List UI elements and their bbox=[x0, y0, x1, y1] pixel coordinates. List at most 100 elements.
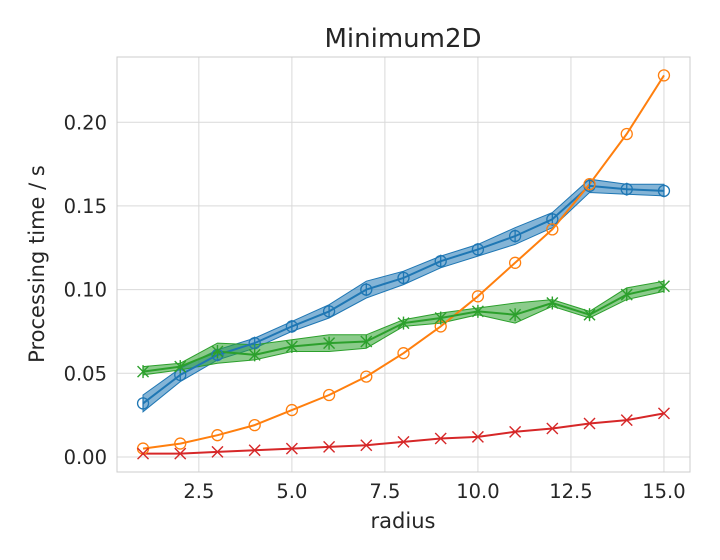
series-4-point bbox=[397, 435, 410, 448]
series-3-point bbox=[620, 288, 633, 302]
point-stroke bbox=[583, 417, 596, 430]
series-2-point bbox=[620, 127, 633, 141]
y-tick-label: 0.15 bbox=[64, 195, 107, 218]
series-4-point bbox=[620, 414, 633, 427]
point-stroke bbox=[211, 445, 224, 458]
series-2-point bbox=[211, 429, 224, 442]
series-3-point bbox=[248, 348, 261, 362]
series-2-point bbox=[657, 69, 671, 82]
point-circle bbox=[397, 347, 410, 360]
point-stroke bbox=[434, 432, 447, 445]
series-markers bbox=[136, 69, 671, 460]
y-tick-label: 0.00 bbox=[64, 446, 107, 469]
x-tick-label: 12.5 bbox=[549, 480, 592, 503]
y-tick-label: 0.20 bbox=[64, 111, 107, 134]
chart-title: Minimum2D bbox=[324, 24, 481, 54]
series-3-point bbox=[471, 304, 484, 318]
x-tick-label: 2.5 bbox=[183, 480, 214, 503]
series-4-point bbox=[248, 444, 261, 457]
x-tick-labels: 2.5 5.0 7.5 10.0 12.5 15.0 bbox=[183, 480, 685, 503]
point-circle bbox=[471, 290, 485, 303]
point-circle bbox=[322, 388, 336, 402]
point-stroke bbox=[360, 439, 373, 452]
y-tick-label: 0.05 bbox=[64, 362, 107, 385]
point-circle bbox=[508, 256, 522, 269]
series-1-point bbox=[397, 271, 410, 285]
point-circle bbox=[583, 178, 596, 191]
series-4-point bbox=[434, 432, 447, 445]
series-1-point bbox=[620, 182, 633, 196]
series-2-line bbox=[142, 74, 665, 450]
series-3-point bbox=[323, 336, 336, 350]
series-4-point bbox=[509, 425, 522, 438]
y-axis-label: Processing time / s bbox=[25, 165, 49, 363]
series-2-point bbox=[360, 370, 373, 383]
series-4-point bbox=[211, 445, 224, 458]
series-3-point bbox=[434, 311, 447, 325]
series-1-point bbox=[657, 184, 671, 198]
point-stroke bbox=[323, 440, 336, 453]
series-4-point bbox=[323, 440, 336, 453]
x-tick-label: 5.0 bbox=[276, 480, 307, 503]
point-stroke bbox=[546, 422, 559, 435]
x-tick-label: 10.0 bbox=[456, 480, 499, 503]
series-2-point bbox=[397, 347, 410, 360]
x-axis-label: radius bbox=[371, 509, 436, 533]
series-4-point bbox=[471, 430, 484, 443]
point-stroke bbox=[285, 442, 298, 455]
point-stroke bbox=[137, 447, 150, 460]
series-2-point bbox=[322, 388, 336, 402]
series-1-point bbox=[471, 242, 485, 256]
series-2-point bbox=[174, 437, 187, 450]
series-1-point bbox=[434, 254, 447, 268]
series-3-point bbox=[360, 334, 373, 348]
point-circle bbox=[546, 223, 559, 236]
point-stroke bbox=[509, 425, 522, 438]
point-circle bbox=[620, 127, 633, 141]
series-2-point bbox=[471, 290, 485, 303]
grid-lines bbox=[117, 57, 690, 472]
series-4-point bbox=[546, 422, 559, 435]
point-circle bbox=[174, 437, 187, 450]
series-3-point bbox=[137, 365, 150, 379]
point-circle bbox=[360, 370, 373, 383]
point-circle bbox=[248, 418, 261, 432]
series-2-point bbox=[546, 223, 559, 236]
series-3-point bbox=[509, 308, 522, 322]
series-1-point bbox=[136, 396, 150, 410]
series-4-point bbox=[137, 447, 150, 460]
series-4-point bbox=[657, 407, 670, 420]
series-3-point bbox=[546, 296, 559, 310]
series-2-point bbox=[248, 418, 261, 432]
point-stroke bbox=[248, 444, 261, 457]
y-tick-label: 0.10 bbox=[64, 279, 107, 302]
series-3-point bbox=[657, 279, 670, 293]
series-3-point bbox=[397, 316, 410, 330]
y-tick-labels: 0.00 0.05 0.10 0.15 0.20 bbox=[64, 111, 107, 469]
series-2-point bbox=[508, 256, 522, 269]
x-tick-label: 7.5 bbox=[369, 480, 400, 503]
series-1-point bbox=[508, 229, 522, 243]
series-1-point bbox=[285, 319, 299, 333]
series-3-point bbox=[583, 308, 596, 322]
point-stroke bbox=[471, 430, 484, 443]
series-3-point bbox=[285, 339, 298, 353]
series-4-point bbox=[360, 439, 373, 452]
series-1-point bbox=[360, 283, 373, 297]
point-circle bbox=[211, 429, 224, 442]
series-2-point bbox=[583, 178, 596, 191]
plot-area bbox=[117, 57, 690, 472]
series-1-point bbox=[322, 304, 336, 318]
series-2-point bbox=[285, 403, 299, 417]
x-tick-label: 15.0 bbox=[642, 480, 685, 503]
series-4-point bbox=[583, 417, 596, 430]
point-stroke bbox=[620, 414, 633, 427]
point-circle bbox=[657, 69, 671, 82]
series-4-point bbox=[174, 447, 187, 460]
plot-frame bbox=[116, 56, 691, 473]
point-stroke bbox=[397, 435, 410, 448]
series-3-point bbox=[174, 360, 187, 374]
point-stroke bbox=[174, 447, 187, 460]
point-stroke bbox=[657, 407, 670, 420]
